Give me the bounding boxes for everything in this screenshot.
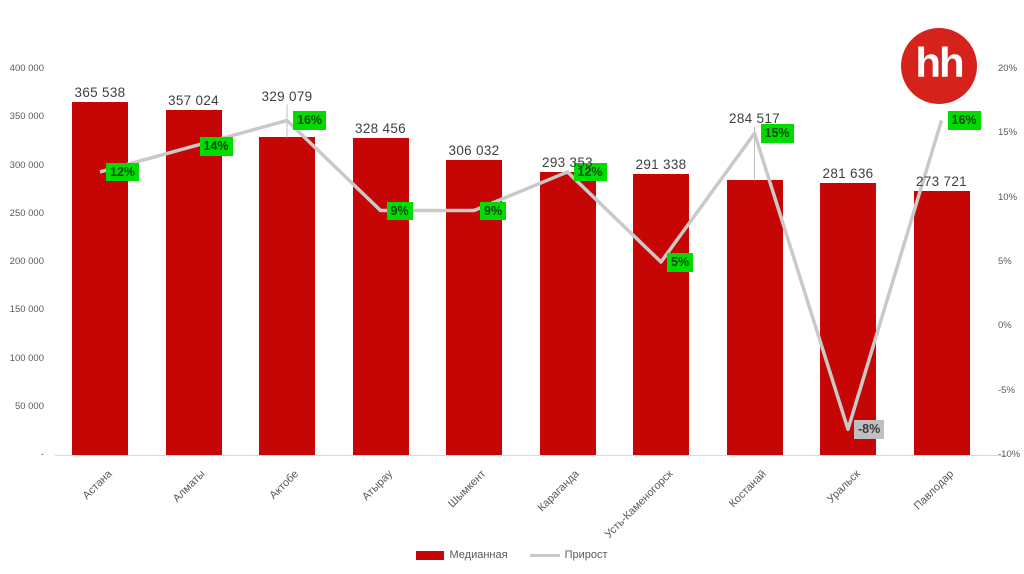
bar-value-label: 357 024: [168, 93, 219, 109]
y-left-tick: 200 000: [9, 256, 44, 267]
legend-growth-label: Прирост: [564, 549, 608, 561]
category-label: Усть-Каменогорск: [602, 468, 676, 541]
legend-median-label: Медианная: [449, 549, 508, 561]
y-right-tick: 10%: [998, 191, 1018, 203]
y-left-tick: -: [40, 449, 44, 460]
legend-bar-swatch-icon: [416, 550, 445, 560]
y-right-tick: 20%: [998, 63, 1018, 74]
bar-value-label: 281 636: [822, 166, 874, 182]
x-axis-line: [55, 455, 1008, 456]
category-label: Шымкент: [446, 468, 489, 511]
category-label: Актобе: [267, 468, 302, 502]
bar-value-label: 328 456: [355, 121, 406, 137]
bar-value-label: 365 538: [74, 85, 126, 101]
y-left-tick: 150 000: [9, 304, 44, 316]
y-left-tick: 50 000: [14, 400, 44, 412]
y-right-tick: -5%: [998, 384, 1015, 396]
bar-value-label: 329 079: [261, 89, 313, 105]
category-label: Алматы: [171, 468, 208, 505]
y-right-tick: -10%: [998, 449, 1021, 460]
bar-value-label: 306 032: [448, 142, 500, 158]
category-label: Уральск: [824, 468, 863, 506]
hh-logo: hh: [901, 28, 977, 104]
legend-item-growth[interactable]: Прирост: [529, 549, 608, 561]
category-label: Костанай: [726, 468, 769, 511]
y-left-tick: 100 000: [9, 352, 44, 364]
y-left-tick: 250 000: [9, 207, 44, 219]
category-label: Атырау: [359, 468, 395, 504]
y-right-tick: 15%: [998, 127, 1018, 139]
y-left-tick: 300 000: [9, 159, 44, 171]
bar-value-label: 273 721: [916, 173, 967, 189]
bar-value-label: 293 353: [542, 154, 593, 170]
legend-line-swatch-icon: [529, 553, 560, 557]
y-right-tick: 5%: [998, 256, 1012, 267]
category-label: Астана: [80, 468, 115, 502]
pct-badge: 16%: [947, 111, 981, 130]
category-label: Караганда: [535, 468, 582, 515]
legend-item-median[interactable]: Медианная: [416, 549, 508, 561]
bar-value-label: 291 338: [635, 156, 687, 172]
y-left-tick: 350 000: [9, 111, 44, 123]
y-right-tick: 0%: [998, 320, 1012, 332]
bar-value-label: 284 517: [729, 111, 780, 127]
legend: Медианная Прирост: [0, 549, 1024, 561]
hh-logo-text: hh: [915, 39, 964, 86]
y-left-tick: 400 000: [9, 63, 44, 74]
category-label: Павлодар: [911, 468, 956, 513]
